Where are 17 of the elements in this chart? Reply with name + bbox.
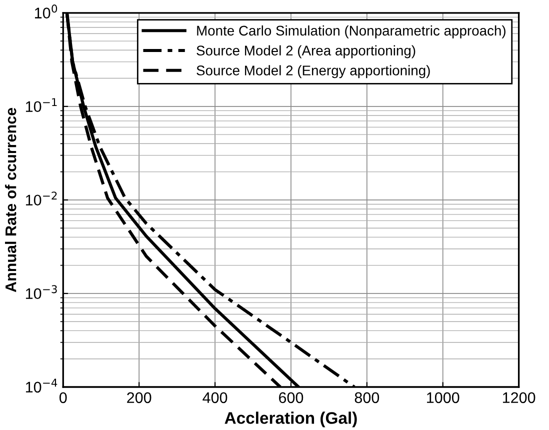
x-tick-label: 200 bbox=[127, 392, 152, 404]
x-tick-label: 800 bbox=[354, 392, 380, 404]
x-tick-label: 1200 bbox=[502, 392, 536, 404]
y-tick-label: 10$^{−3}$ bbox=[26, 285, 57, 300]
x-axis-title: Accleration (Gal) bbox=[224, 412, 357, 428]
y-axis-title: Annual Rate of ccurrence bbox=[5, 108, 16, 292]
x-tick-label: 600 bbox=[279, 392, 304, 404]
y-tick-label: 10$^{−2}$ bbox=[26, 192, 57, 206]
legend-label: Monte Carlo Simulation (Nonparametric approach) bbox=[197, 25, 506, 38]
x-tick-label: 400 bbox=[202, 392, 228, 404]
y-tick-label: 10$^{0}$ bbox=[34, 4, 58, 18]
y-tick-label: 10$^{−4}$ bbox=[26, 378, 58, 393]
x-tick-label: 0 bbox=[59, 392, 67, 404]
x-tick-label: 1000 bbox=[427, 392, 460, 404]
legend-label: Source Model 2 (Area apportioning) bbox=[196, 45, 416, 58]
y-tick-label: 10$^{−1}$ bbox=[26, 98, 57, 112]
legend-label: Source Model 2 (Energy apportioning) bbox=[196, 65, 430, 78]
